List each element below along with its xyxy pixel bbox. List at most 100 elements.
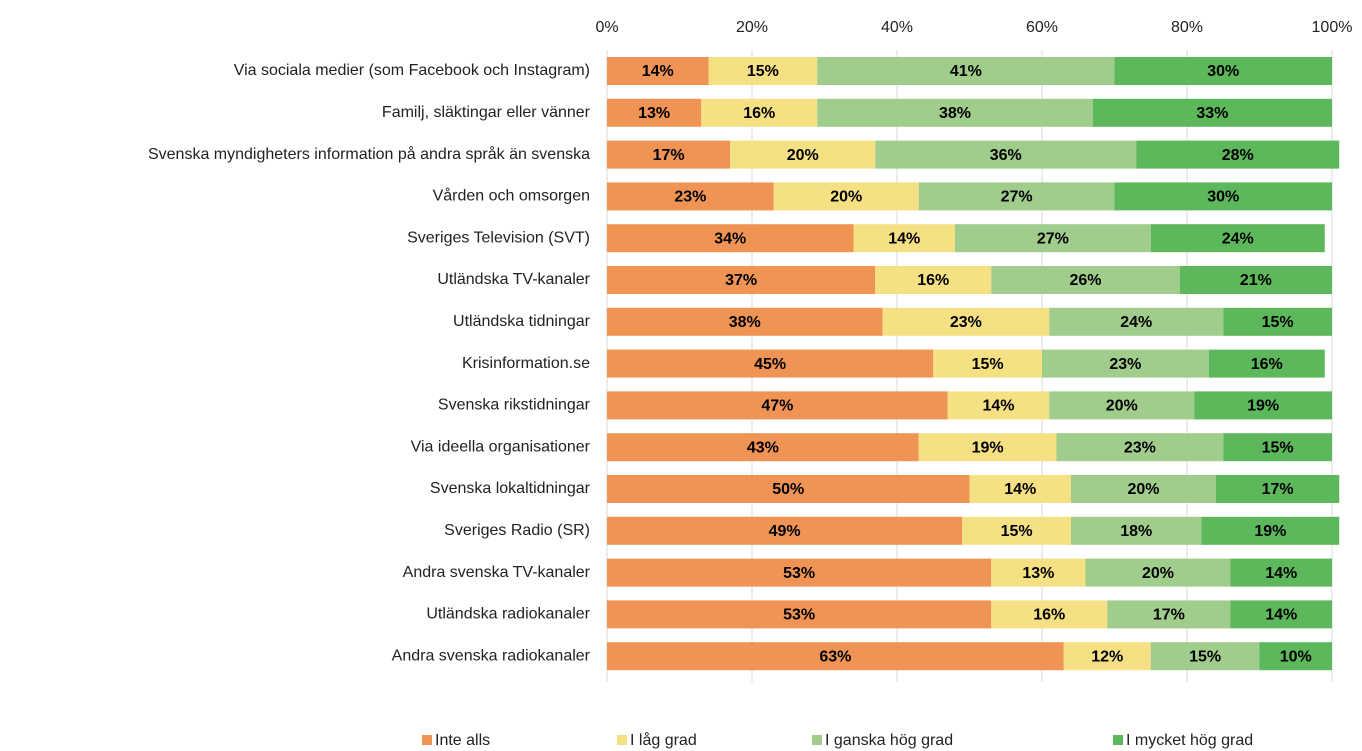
bar-segment [853,224,955,253]
x-tick-label: 40% [881,19,913,36]
data-label: 43% [747,439,779,456]
bar-segment [1194,391,1332,420]
bar-segment [607,98,702,127]
data-label: 20% [1127,481,1159,498]
data-label: 19% [972,439,1004,456]
legend-swatch [812,735,822,745]
data-label: 34% [714,230,746,247]
data-label: 16% [1251,356,1283,373]
data-label: 15% [1189,648,1221,665]
data-label: 23% [1124,439,1156,456]
data-label: 27% [1037,230,1069,247]
bar-segment [607,433,919,462]
data-label: 15% [972,356,1004,373]
data-label: 41% [950,63,982,80]
data-label: 13% [1022,565,1054,582]
bar-segment [708,57,818,85]
legend-label: I ganska hög grad [825,732,953,749]
y-tick-label: Svenska myndigheters information på andr… [148,145,590,163]
bar-segment [607,57,709,85]
bar-segment [918,433,1057,462]
x-tick-label: 80% [1171,19,1203,36]
y-tick-label: Svenska rikstidningar [438,397,591,414]
y-tick-label: Andra svenska TV-kanaler [403,564,591,581]
data-label: 15% [1262,439,1294,456]
data-label: 53% [783,565,815,582]
x-tick-label: 60% [1026,19,1058,36]
data-label: 15% [1262,314,1294,331]
data-label: 49% [769,523,801,540]
data-label: 38% [939,105,971,122]
y-tick-label: Sveriges Radio (SR) [444,522,590,539]
data-label: 26% [1069,272,1101,289]
bar-segment [882,307,1050,336]
data-label: 16% [743,105,775,122]
bar-segment [607,600,992,629]
data-label: 19% [1247,398,1279,415]
data-label: 17% [653,147,685,164]
x-tick-label: 100% [1312,19,1353,36]
data-label: 13% [638,105,670,122]
bar-segment [607,391,948,420]
bar-segment [607,224,854,253]
data-label: 23% [674,189,706,206]
bar-segment [1259,642,1332,671]
data-label: 19% [1254,523,1286,540]
data-label: 24% [1222,230,1254,247]
bar-segment [918,182,1115,211]
bar-segment [1071,516,1202,545]
data-label: 28% [1222,147,1254,164]
bar-segment [607,140,731,169]
bar-segment [1049,391,1195,420]
y-tick-label: Via sociala medier (som Facebook och Ins… [234,62,590,79]
bar-segment [933,349,1042,378]
bar-segment [773,182,919,211]
data-label: 17% [1153,607,1185,624]
bar-segment [817,57,1115,85]
bar-segment [607,266,876,294]
data-label: 20% [830,189,862,206]
bar-segment [1063,642,1151,671]
x-tick-label: 20% [736,19,768,36]
y-tick-label: Utländska tidningar [453,313,591,330]
data-label: 20% [787,147,819,164]
data-label: 15% [1001,523,1033,540]
data-label: 47% [761,398,793,415]
y-tick-label: Utländska TV-kanaler [437,271,590,288]
bar-segment [607,642,1064,671]
data-label: 45% [754,356,786,373]
legend-swatch [1113,735,1123,745]
bar-segment [1107,600,1231,629]
bar-segment [1216,475,1340,503]
data-label: 14% [642,63,674,80]
bar-segment [1150,224,1325,253]
data-label: 33% [1196,105,1228,122]
y-tick-label: Andra svenska radiokanaler [392,647,591,664]
data-label: 30% [1207,189,1239,206]
bar-segment [1042,349,1209,378]
bar-segment [1223,433,1332,462]
bar-segment [962,516,1071,545]
y-tick-label: Familj, släktingar eller vänner [382,104,591,121]
data-label: 14% [1004,481,1036,498]
bar-segment [607,475,970,503]
data-label: 63% [819,648,851,665]
data-label: 18% [1120,523,1152,540]
legend-label: Inte alls [435,732,490,749]
legend-swatch [422,735,432,745]
y-tick-label: Utländska radiokanaler [426,606,590,623]
bar-segment [875,266,992,294]
bar-segment [1092,98,1332,127]
y-tick-label: Sveriges Television (SVT) [407,229,590,246]
data-label: 30% [1207,63,1239,80]
bar-segment [991,266,1180,294]
data-label: 21% [1240,272,1272,289]
bar-segment [991,600,1108,629]
legend-label: I mycket hög grad [1126,732,1253,749]
bar-segment [1056,433,1224,462]
data-label: 37% [725,272,757,289]
bar-segment [701,98,818,127]
data-label: 14% [1265,565,1297,582]
bar-segment [1049,307,1224,336]
